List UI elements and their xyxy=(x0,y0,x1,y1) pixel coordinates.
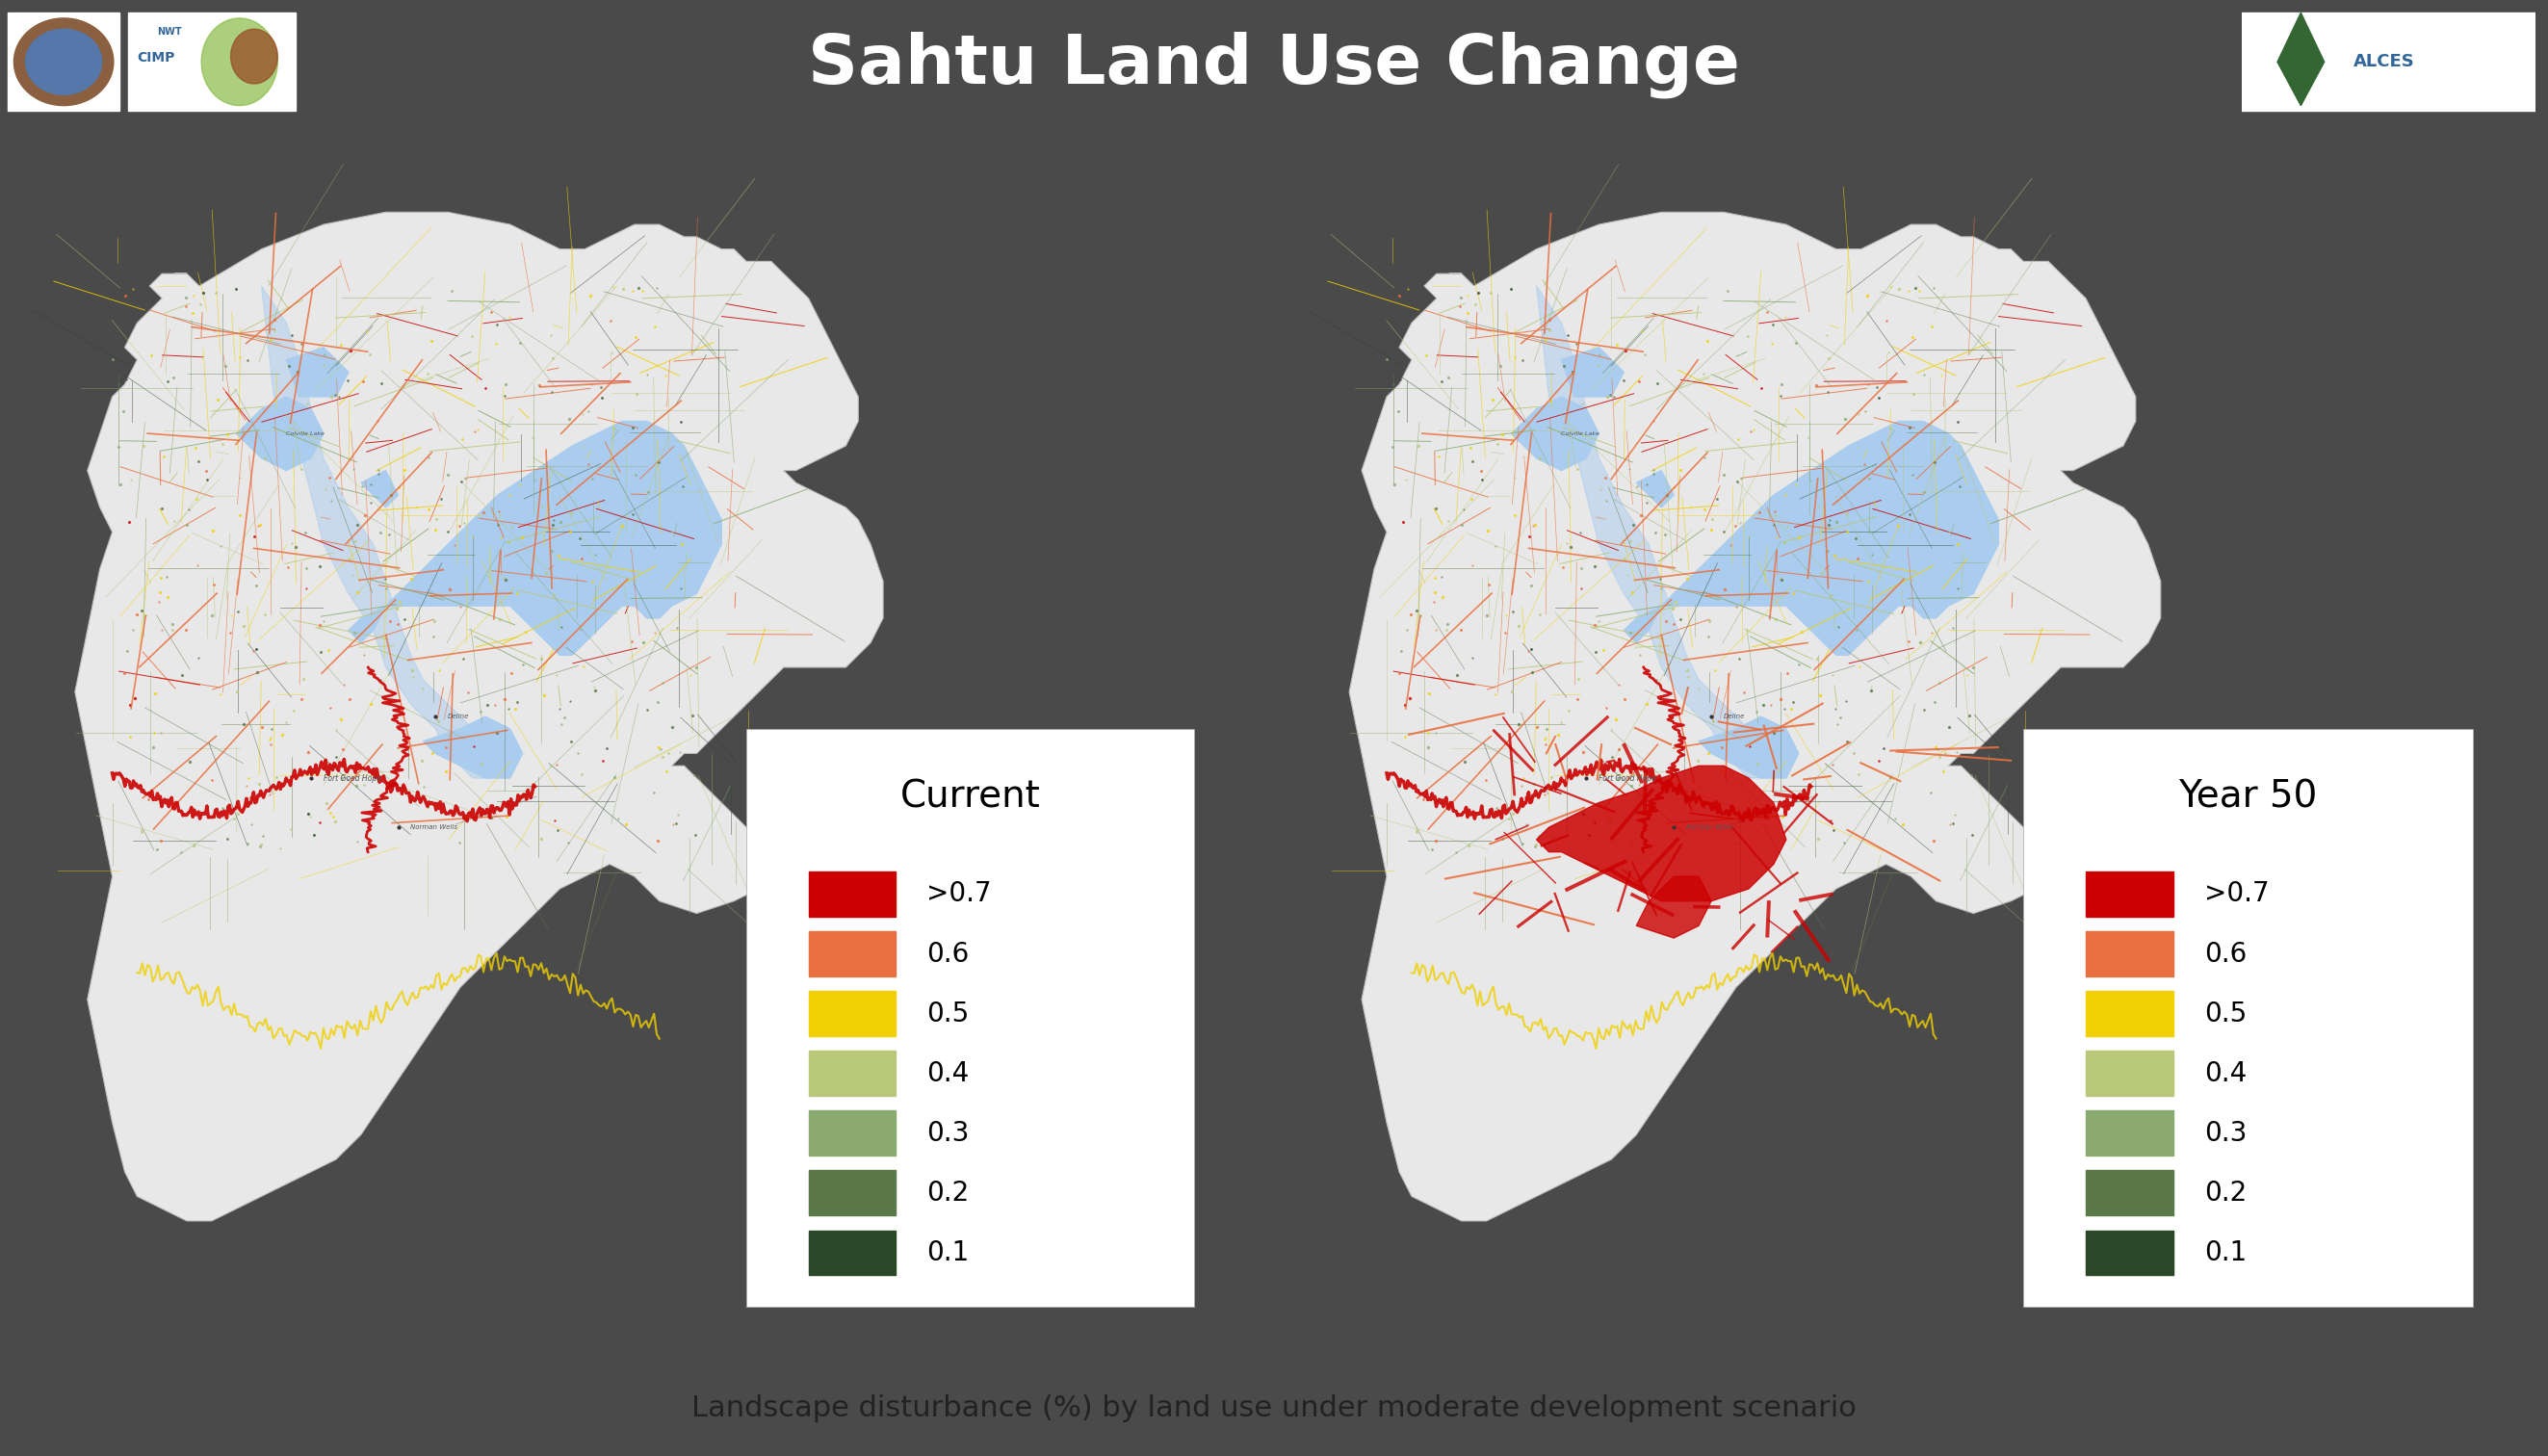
Text: 0.4: 0.4 xyxy=(2204,1060,2247,1086)
Polygon shape xyxy=(262,285,484,778)
Polygon shape xyxy=(237,396,324,470)
Text: Colville Lake: Colville Lake xyxy=(285,431,324,435)
Bar xyxy=(8,13,120,111)
Bar xyxy=(808,872,894,916)
Text: CIMP: CIMP xyxy=(138,51,176,64)
Polygon shape xyxy=(349,421,721,655)
FancyBboxPatch shape xyxy=(747,729,1195,1307)
Text: Norman Wells: Norman Wells xyxy=(410,824,459,830)
Polygon shape xyxy=(1536,766,1786,901)
Text: 0.4: 0.4 xyxy=(927,1060,968,1086)
Polygon shape xyxy=(1350,213,2161,1222)
Bar xyxy=(127,13,296,111)
Text: Deline: Deline xyxy=(448,713,469,719)
Polygon shape xyxy=(1511,396,1600,470)
Text: 0.6: 0.6 xyxy=(927,941,968,967)
Bar xyxy=(808,1230,894,1275)
Text: 0.5: 0.5 xyxy=(927,1000,968,1026)
Text: 0.3: 0.3 xyxy=(2204,1120,2247,1147)
Polygon shape xyxy=(1700,716,1799,778)
Polygon shape xyxy=(1636,470,1674,507)
Text: >0.7: >0.7 xyxy=(927,881,991,907)
Polygon shape xyxy=(232,29,278,83)
Polygon shape xyxy=(285,348,349,396)
Text: ALCES: ALCES xyxy=(2354,54,2416,70)
Polygon shape xyxy=(2286,17,2316,106)
Polygon shape xyxy=(1623,421,1998,655)
Bar xyxy=(808,1111,894,1156)
Polygon shape xyxy=(2278,13,2324,106)
Bar xyxy=(2087,1111,2173,1156)
Text: 0.1: 0.1 xyxy=(927,1239,968,1267)
Polygon shape xyxy=(201,19,278,105)
Text: Fort Good Hope: Fort Good Hope xyxy=(324,773,382,782)
Text: Year 50: Year 50 xyxy=(2179,778,2319,815)
Polygon shape xyxy=(1536,285,1761,778)
Bar xyxy=(808,1171,894,1216)
Polygon shape xyxy=(74,213,884,1222)
Bar xyxy=(2087,992,2173,1037)
Bar xyxy=(2087,872,2173,916)
Text: Deline: Deline xyxy=(1722,713,1745,719)
Bar xyxy=(2087,1171,2173,1216)
Bar xyxy=(2087,1230,2173,1275)
Bar xyxy=(2087,932,2173,977)
Text: 0.1: 0.1 xyxy=(2204,1239,2247,1267)
Polygon shape xyxy=(25,29,102,95)
Polygon shape xyxy=(362,470,397,507)
Bar xyxy=(808,932,894,977)
Text: Sahtu Land Use Change: Sahtu Land Use Change xyxy=(808,31,1740,98)
Polygon shape xyxy=(423,716,522,778)
Bar xyxy=(808,992,894,1037)
Text: 0.6: 0.6 xyxy=(2204,941,2247,967)
Bar xyxy=(808,1051,894,1096)
Polygon shape xyxy=(1562,348,1623,396)
Bar xyxy=(2087,1051,2173,1096)
Text: 0.5: 0.5 xyxy=(2204,1000,2247,1026)
Text: Current: Current xyxy=(899,778,1040,815)
Text: 0.3: 0.3 xyxy=(927,1120,968,1147)
Text: Fort Good Hope: Fort Good Hope xyxy=(1600,773,1656,782)
Text: 0.2: 0.2 xyxy=(927,1179,968,1207)
Text: Landscape disturbance (%) by land use under moderate development scenario: Landscape disturbance (%) by land use un… xyxy=(691,1393,1857,1423)
Polygon shape xyxy=(13,19,115,105)
FancyBboxPatch shape xyxy=(2023,729,2474,1307)
Polygon shape xyxy=(1636,877,1712,938)
Text: 0.2: 0.2 xyxy=(2204,1179,2247,1207)
Text: Colville Lake: Colville Lake xyxy=(1562,431,1600,435)
Text: NWT: NWT xyxy=(158,26,181,36)
Text: Norman Wells: Norman Wells xyxy=(1687,824,1733,830)
Text: >0.7: >0.7 xyxy=(2204,881,2270,907)
